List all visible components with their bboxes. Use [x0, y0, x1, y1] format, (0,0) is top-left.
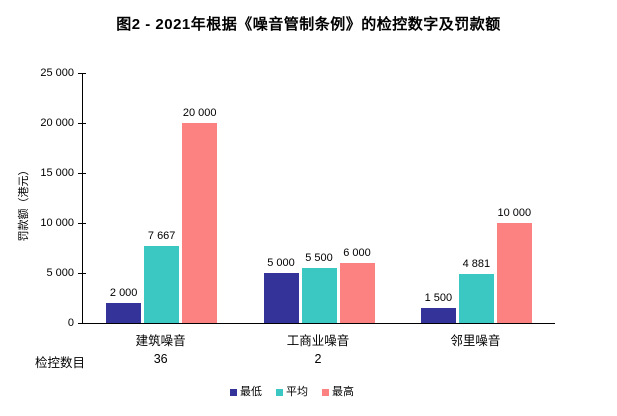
legend-label: 最高	[332, 386, 354, 398]
bar-value-label: 20 000	[182, 107, 217, 119]
legend: 最低 平均 最高	[230, 387, 354, 398]
legend-label: 最低	[240, 386, 262, 398]
bar-value-label: 5 500	[305, 252, 333, 264]
y-tick-mark	[78, 123, 86, 124]
y-tick-mark	[78, 273, 86, 274]
bar-最高-建筑噪音	[182, 123, 218, 323]
bar-最低-工商业噪音	[263, 273, 299, 323]
plot-area: 2 000 7 667 20 000 5 000 5 500 6 000 1 500 4 88…	[82, 73, 555, 324]
legend-item-最高: 最高	[322, 387, 354, 398]
y-tick-label: 5 000	[46, 267, 74, 279]
legend-swatch-icon	[322, 389, 329, 396]
bar-value-label: 7 667	[147, 230, 176, 242]
prosecutions-row-label: 检控数目	[35, 356, 86, 370]
y-tick-mark	[78, 173, 86, 174]
bar-value-label: 5 000	[267, 257, 295, 269]
y-tick-mark	[78, 323, 86, 324]
x-category-label-工商业噪音: 工商业噪音	[286, 334, 350, 348]
legend-label: 平均	[286, 386, 308, 398]
bar-最高-邻里噪音	[496, 223, 532, 323]
y-tick-label: 10 000	[40, 217, 74, 229]
y-tick-mark	[78, 73, 86, 74]
bar-value-label: 2 000	[109, 287, 138, 299]
prosecution-value-建筑噪音: 36	[153, 352, 168, 366]
bar-value-label: 4 881	[462, 258, 491, 270]
y-tick-label: 0	[67, 317, 74, 329]
bar-平均-邻里噪音	[458, 274, 494, 323]
bar-平均-建筑噪音	[144, 246, 180, 323]
legend-item-最低: 最低	[230, 387, 262, 398]
bar-最低-邻里噪音	[420, 308, 456, 323]
x-category-label-邻里噪音: 邻里噪音	[450, 334, 501, 348]
bar-value-label: 1 500	[424, 292, 453, 304]
bar-value-label: 10 000	[497, 207, 532, 219]
legend-item-平均: 平均	[276, 387, 308, 398]
y-tick-label: 15 000	[40, 167, 74, 179]
x-category-label-建筑噪音: 建筑噪音	[135, 334, 186, 348]
chart-title: 图2 - 2021年根据《噪音管制条例》的检控数字及罚款额	[116, 16, 501, 33]
bar-最低-建筑噪音	[106, 303, 142, 323]
y-tick-mark	[78, 223, 86, 224]
prosecution-value-工商业噪音: 2	[314, 352, 322, 366]
y-tick-label: 25 000	[40, 67, 74, 79]
bar-最高-工商业噪音	[339, 263, 375, 323]
bar-平均-工商业噪音	[301, 268, 337, 323]
legend-swatch-icon	[230, 389, 237, 396]
bar-value-label: 6 000	[343, 247, 371, 259]
legend-swatch-icon	[276, 389, 283, 396]
y-tick-label: 20 000	[40, 117, 74, 129]
